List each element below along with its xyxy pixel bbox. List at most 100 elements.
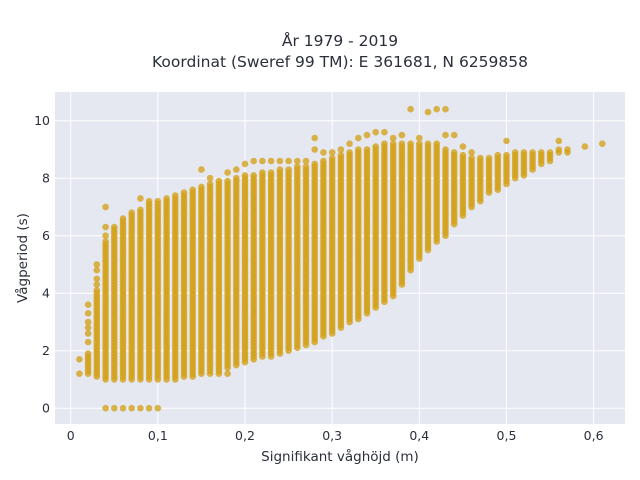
data-point: [285, 166, 292, 173]
x-tick-label: 0,2: [235, 428, 255, 443]
y-tick-label: 8: [42, 171, 50, 186]
data-point: [93, 281, 101, 288]
data-points: [76, 105, 606, 412]
data-point: [102, 232, 109, 239]
data-point: [398, 131, 406, 139]
data-point: [389, 140, 397, 147]
data-point: [546, 149, 554, 156]
data-point: [137, 206, 144, 214]
data-point: [398, 140, 406, 147]
x-tick-label: 0: [67, 428, 75, 443]
data-point: [93, 287, 101, 294]
data-point: [311, 160, 319, 168]
data-point: [442, 131, 449, 139]
data-point: [128, 209, 135, 216]
chart-title-line-1: År 1979 - 2019: [282, 31, 398, 50]
data-point: [224, 169, 231, 176]
data-point: [102, 238, 109, 245]
data-point: [294, 163, 301, 170]
data-point: [433, 140, 441, 147]
data-point: [276, 166, 284, 173]
data-point: [102, 223, 109, 231]
y-tick-label: 2: [42, 343, 50, 358]
data-point: [215, 177, 223, 185]
data-point: [128, 404, 135, 412]
data-point: [198, 183, 205, 191]
data-point: [250, 172, 257, 179]
data-point: [363, 146, 371, 153]
data-point: [503, 151, 510, 159]
data-point: [206, 174, 214, 182]
data-point: [137, 195, 144, 202]
data-point: [311, 134, 319, 142]
data-point: [259, 169, 266, 176]
data-point: [372, 128, 380, 136]
data-point: [372, 143, 380, 150]
data-point: [442, 105, 449, 113]
y-tick-label: 6: [42, 228, 50, 243]
data-point: [93, 275, 101, 283]
data-point: [416, 140, 423, 147]
data-point: [119, 215, 127, 222]
data-point: [555, 137, 563, 145]
data-point: [494, 151, 502, 159]
data-point: [407, 140, 414, 147]
data-point: [93, 261, 101, 268]
data-point: [294, 157, 301, 165]
data-point: [145, 197, 153, 205]
data-point: [503, 137, 510, 145]
data-point: [459, 151, 467, 159]
data-point: [111, 223, 118, 231]
x-tick-label: 0,3: [322, 428, 342, 443]
x-axis-label: Signifikant våghöjd (m): [261, 448, 419, 465]
data-point: [84, 330, 92, 337]
data-point: [111, 404, 118, 412]
data-point: [215, 370, 223, 378]
data-point: [250, 157, 257, 165]
data-point: [154, 404, 162, 412]
data-point: [241, 160, 249, 168]
data-point: [468, 149, 475, 156]
data-point: [564, 146, 571, 153]
data-point: [459, 143, 467, 150]
data-point: [102, 203, 109, 211]
data-point: [285, 157, 292, 165]
data-point: [450, 149, 458, 156]
data-point: [520, 149, 528, 156]
data-point: [241, 172, 249, 179]
data-point: [267, 157, 275, 165]
data-point: [346, 140, 353, 147]
data-point: [233, 166, 240, 173]
data-point: [511, 149, 519, 156]
data-point: [581, 143, 589, 150]
y-tick-label: 0: [42, 401, 50, 416]
data-point: [76, 356, 83, 363]
data-point: [599, 140, 606, 147]
data-point: [84, 350, 92, 357]
data-point: [450, 131, 458, 139]
data-point: [328, 154, 336, 162]
data-point: [381, 140, 388, 147]
data-point: [311, 146, 319, 153]
data-point: [102, 404, 109, 412]
data-point: [84, 301, 92, 309]
y-axis-ticks: 0 2 4 6 8 10: [34, 113, 50, 415]
y-tick-label: 4: [42, 286, 50, 301]
data-point: [346, 149, 353, 156]
data-point: [84, 318, 92, 326]
data-point: [381, 128, 388, 136]
data-point: [76, 370, 83, 378]
data-point: [233, 174, 240, 182]
data-point: [84, 324, 92, 332]
data-point: [355, 146, 362, 153]
data-point: [267, 169, 275, 176]
data-point: [389, 134, 397, 142]
data-point: [180, 189, 188, 196]
data-point: [538, 149, 545, 156]
y-axis-label: Vågperiod (s): [14, 213, 31, 303]
data-point: [137, 404, 144, 412]
data-point: [163, 195, 170, 202]
data-point: [555, 146, 563, 153]
